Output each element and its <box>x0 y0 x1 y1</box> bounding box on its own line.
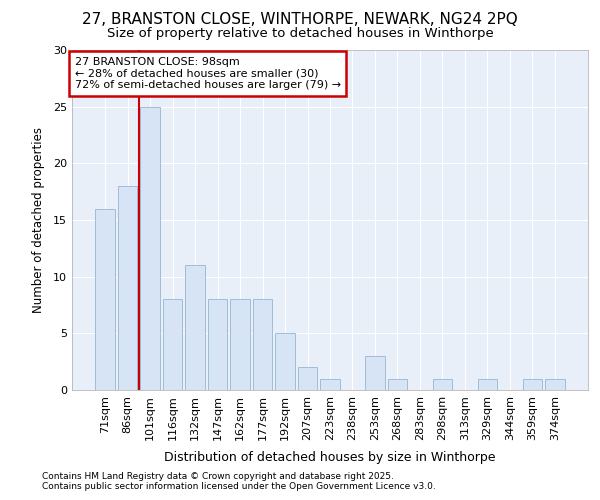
Bar <box>185 266 205 390</box>
Bar <box>140 106 160 390</box>
Bar <box>118 186 137 390</box>
Bar <box>275 334 295 390</box>
Bar <box>230 300 250 390</box>
Bar <box>298 368 317 390</box>
Bar <box>253 300 272 390</box>
Bar <box>545 378 565 390</box>
Bar <box>523 378 542 390</box>
Text: 27, BRANSTON CLOSE, WINTHORPE, NEWARK, NG24 2PQ: 27, BRANSTON CLOSE, WINTHORPE, NEWARK, N… <box>82 12 518 28</box>
Bar <box>163 300 182 390</box>
Y-axis label: Number of detached properties: Number of detached properties <box>32 127 44 313</box>
Bar <box>208 300 227 390</box>
Bar <box>95 208 115 390</box>
Text: Size of property relative to detached houses in Winthorpe: Size of property relative to detached ho… <box>107 28 493 40</box>
Text: Contains HM Land Registry data © Crown copyright and database right 2025.: Contains HM Land Registry data © Crown c… <box>42 472 394 481</box>
Text: Contains public sector information licensed under the Open Government Licence v3: Contains public sector information licen… <box>42 482 436 491</box>
Bar <box>320 378 340 390</box>
Bar <box>365 356 385 390</box>
X-axis label: Distribution of detached houses by size in Winthorpe: Distribution of detached houses by size … <box>164 451 496 464</box>
Text: 27 BRANSTON CLOSE: 98sqm
← 28% of detached houses are smaller (30)
72% of semi-d: 27 BRANSTON CLOSE: 98sqm ← 28% of detach… <box>74 57 341 90</box>
Bar <box>388 378 407 390</box>
Bar <box>478 378 497 390</box>
Bar <box>433 378 452 390</box>
